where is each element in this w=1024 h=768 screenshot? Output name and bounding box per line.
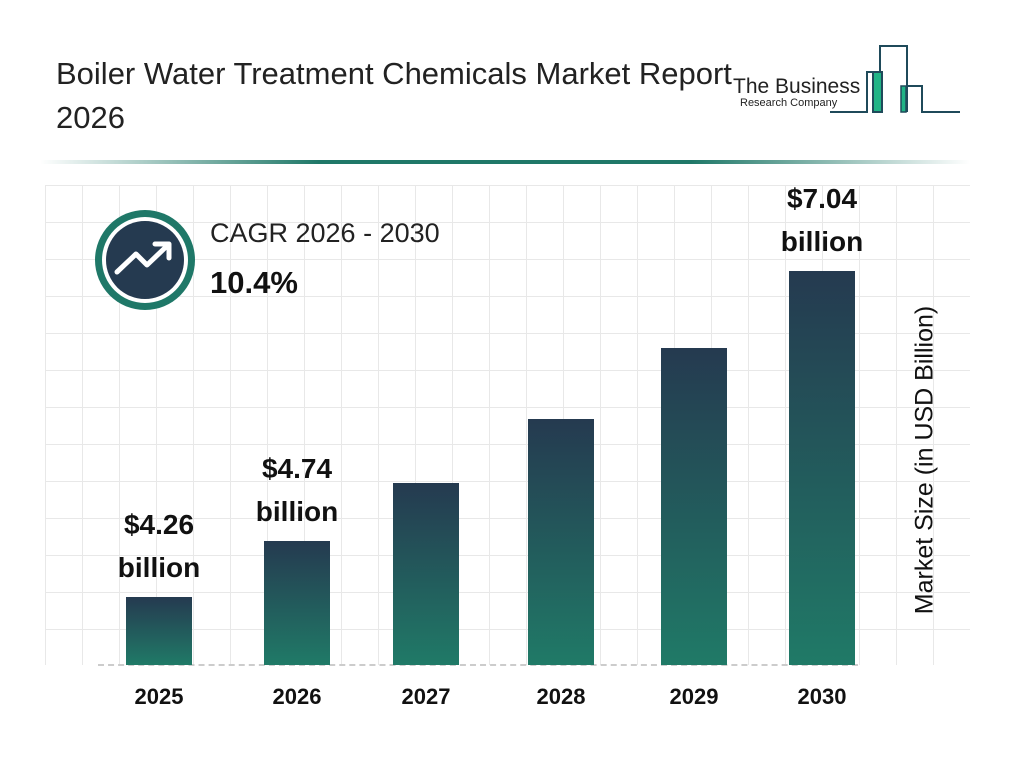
svg-text:Research Company: Research Company — [740, 97, 838, 109]
bar-2030 — [789, 270, 855, 665]
data-label-unit: billion — [117, 551, 201, 583]
bar-2027 — [393, 483, 459, 665]
x-tick-label: 2025 — [134, 684, 184, 709]
page-title: Boiler Water Treatment Chemicals Market … — [56, 56, 732, 135]
x-tick-label: 2030 — [797, 684, 847, 709]
svg-text:The Business: The Business — [733, 75, 860, 98]
x-tick-label: 2029 — [669, 684, 719, 709]
chart-baseline — [98, 664, 858, 666]
data-label-amount: $4.26 — [123, 508, 195, 540]
y-axis-title: Market Size (in USD Billion) — [910, 305, 939, 615]
bar-2025 — [126, 596, 192, 665]
data-label-2026: $4.74 billion — [227, 447, 367, 533]
bar-2026 — [264, 540, 330, 665]
data-label-2030: $7.04 billion — [752, 177, 892, 263]
bar-2028 — [528, 418, 594, 665]
data-label-unit: billion — [255, 495, 339, 527]
x-tick-label: 2027 — [401, 684, 451, 709]
x-tick-label: 2026 — [272, 684, 322, 709]
data-label-unit: billion — [780, 225, 864, 257]
data-label-2025: $4.26 billion — [89, 503, 229, 589]
data-label-amount: $7.04 — [786, 182, 858, 214]
trending-up-icon — [95, 210, 195, 310]
cagr-label: CAGR 2026 - 2030 — [210, 218, 440, 248]
cagr-value: 10.4% — [210, 265, 298, 300]
header-divider — [40, 160, 970, 164]
x-tick-label: 2028 — [536, 684, 586, 709]
company-logo: The Business Research Company — [733, 45, 960, 113]
bar-2029 — [661, 348, 727, 665]
data-label-amount: $4.74 — [261, 452, 333, 484]
